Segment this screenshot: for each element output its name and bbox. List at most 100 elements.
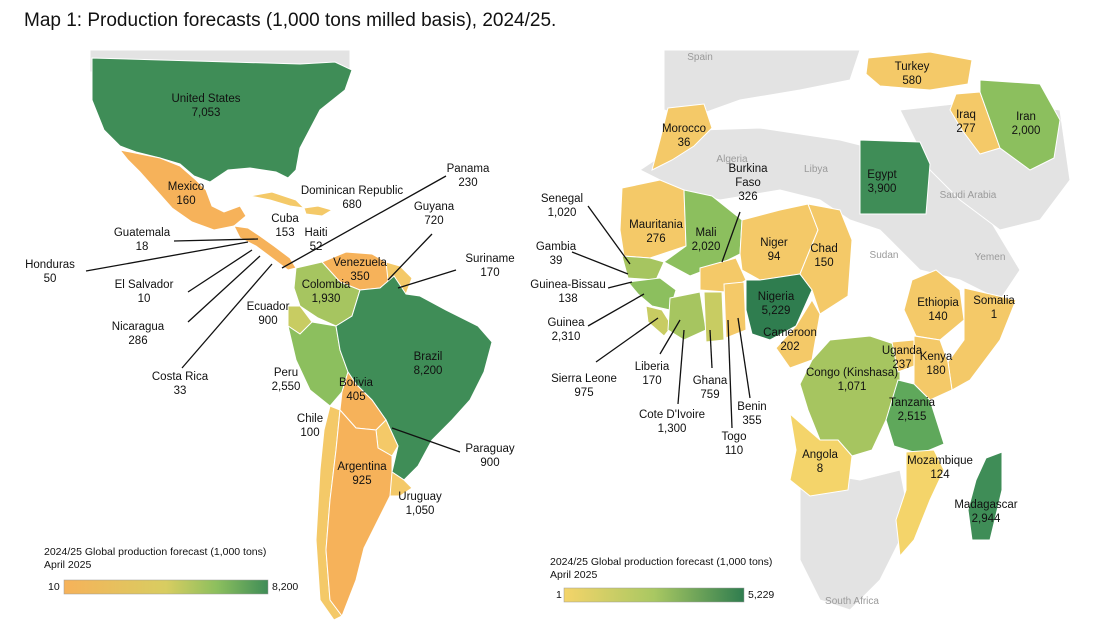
label-ghana: Ghana 759 (692, 375, 728, 401)
americas-legend-bar (63, 579, 269, 595)
label-uganda: Uganda 237 (881, 345, 923, 371)
drc-shape (799, 335, 901, 457)
egypt-shape (859, 139, 931, 215)
tanzania-shape (885, 379, 945, 455)
argentina-shape (325, 408, 405, 618)
label-kenya: Kenya 180 (919, 351, 953, 377)
label-mali: Mali 2,020 (691, 227, 721, 253)
label-sierra-leone: Sierra Leone 975 (551, 373, 617, 399)
americas-leader-lines (85, 175, 461, 453)
bg-label-south-africa: South Africa (825, 596, 879, 607)
label-iraq: Iraq 277 (956, 109, 976, 135)
guinea-shape (627, 277, 677, 311)
madagascar-shape (967, 451, 1003, 541)
label-brazil: Brazil 8,200 (413, 351, 443, 377)
bg-label-algeria: Algeria (716, 154, 748, 165)
label-bolivia: Bolivia 405 (339, 377, 373, 403)
africa-legend-title: 2024/25 Global production forecast (1,00… (550, 556, 773, 568)
label-mozambique: Mozambique 124 (907, 455, 973, 481)
africa-legend-min: 1 (556, 589, 562, 601)
africa-legend-bar (563, 587, 745, 603)
label-guinea: Guinea 2,310 (547, 317, 585, 343)
bg-label-spain: Spain (687, 52, 713, 63)
label-colombia: Colombia 1,930 (301, 279, 351, 305)
label-madagascar: Madagascar 2,944 (954, 499, 1018, 525)
hispaniola-shape (303, 205, 334, 217)
label-iran: Iran 2,000 (1011, 111, 1041, 137)
angola-shape (789, 412, 853, 497)
sierra-leone-shape (645, 305, 673, 337)
cote-divoire-shape (667, 291, 707, 341)
label-morocco: Morocco 36 (661, 123, 707, 149)
ghana-shape (703, 291, 725, 343)
label-turkey: Turkey 580 (894, 61, 930, 87)
label-panama: Panama 230 (446, 163, 490, 189)
label-angola: Angola 8 (802, 449, 838, 475)
mauritania-shape (619, 179, 687, 259)
label-niger: Niger 94 (760, 237, 788, 263)
togo-benin-shape (723, 281, 747, 339)
label-el-salvador: El Salvador 10 (114, 279, 174, 305)
label-united-states: United States 7,053 (171, 93, 241, 119)
label-cuba: Cuba 153 (271, 213, 299, 239)
label-liberia: Liberia 170 (634, 361, 670, 387)
label-chile: Chile 100 (296, 413, 324, 439)
label-cameroon: Cameroon 202 (763, 327, 817, 353)
label-congo-kinshasa: Congo (Kinshasa) 1,071 (805, 367, 899, 393)
bg-label-libya: Libya (804, 164, 828, 175)
label-burkina-faso: Burkina Faso 326 (728, 163, 768, 203)
americas-legend-title: 2024/25 Global production forecast (1,00… (44, 546, 267, 558)
label-argentina: Argentina 925 (337, 461, 387, 487)
label-mexico: Mexico 160 (167, 181, 205, 207)
uruguay-shape (389, 471, 413, 497)
label-ethiopia: Ethiopia 140 (917, 297, 959, 323)
senegal-shape (621, 255, 665, 281)
label-uruguay: Uruguay 1,050 (398, 491, 442, 517)
label-costa-rica: Costa Rica 33 (151, 371, 209, 397)
americas-legend: 2024/25 Global production forecast (1,00… (44, 546, 266, 572)
somalia-shape (947, 287, 1017, 391)
label-egypt: Egypt 3,900 (867, 169, 897, 195)
bg-label-saudi: Saudi Arabia (939, 190, 997, 201)
label-dominican-republic: Dominican Republic 680 (300, 185, 404, 211)
label-guyana: Guyana 720 (413, 201, 455, 227)
africa-map (619, 49, 1071, 611)
label-nigeria: Nigeria 5,229 (757, 291, 795, 317)
label-gambia: Gambia 39 (535, 241, 577, 267)
label-chad: Chad 150 (810, 243, 838, 269)
americas-legend-max: 8,200 (272, 581, 299, 593)
label-ecuador: Ecuador 900 (246, 301, 290, 327)
label-guinea-bissau: Guinea-Bissau 138 (530, 279, 606, 305)
cuba-shape (249, 191, 306, 209)
bg-label-sudan: Sudan (869, 250, 899, 261)
label-cote-divoire: Cote D'Ivoire 1,300 (638, 409, 706, 435)
label-honduras: Honduras 50 (25, 259, 75, 285)
africa-legend: 2024/25 Global production forecast (1,00… (550, 556, 772, 582)
label-venezuela: Venezuela 350 (333, 257, 387, 283)
southern-africa-land (799, 469, 911, 611)
label-haiti: Haiti 52 (304, 227, 328, 253)
africa-legend-date: April 2025 (550, 569, 598, 581)
mozambique-shape (895, 449, 945, 558)
label-paraguay: Paraguay 900 (465, 443, 515, 469)
africa-leader-lines (571, 205, 751, 429)
label-somalia: Somalia 1 (973, 295, 1015, 321)
africa-legend-max: 5,229 (748, 589, 775, 601)
label-mauritania: Mauritania 276 (629, 219, 683, 245)
ethiopia-shape (903, 269, 965, 341)
label-nicaragua: Nicaragua 286 (111, 321, 165, 347)
iran-shape (979, 79, 1061, 171)
americas-legend-date: April 2025 (44, 559, 92, 571)
label-suriname: Suriname 170 (465, 253, 515, 279)
label-senegal: Senegal 1,020 (540, 193, 584, 219)
turkey-shape (865, 51, 973, 91)
label-benin: Benin 355 (737, 401, 767, 427)
bg-label-yemen: Yemen (974, 252, 1006, 263)
label-tanzania: Tanzania 2,515 (888, 397, 936, 423)
label-peru: Peru 2,550 (271, 367, 301, 393)
americas-legend-min: 10 (48, 581, 60, 593)
map-title: Map 1: Production forecasts (1,000 tons … (24, 10, 557, 31)
label-guatemala: Guatemala 18 (113, 227, 171, 253)
americas-map (89, 49, 493, 621)
